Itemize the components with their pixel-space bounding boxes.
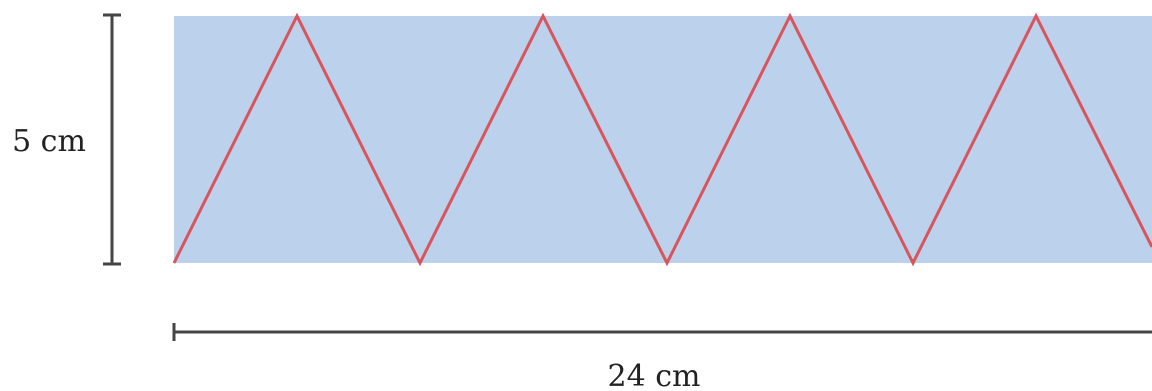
strip-rectangle xyxy=(174,16,1152,263)
width-label: 24 cm xyxy=(608,359,701,391)
width-dimension xyxy=(172,323,1152,341)
height-label: 5 cm xyxy=(12,124,86,159)
height-dimension xyxy=(103,13,121,266)
zigzag-line xyxy=(172,12,1152,267)
